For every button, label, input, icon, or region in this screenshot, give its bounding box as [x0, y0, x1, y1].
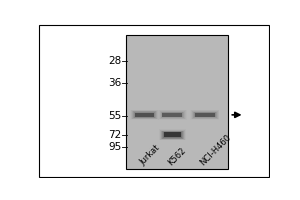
Bar	[194, 112, 216, 117]
Bar	[164, 132, 181, 137]
Bar	[161, 112, 183, 117]
Text: Jurkat: Jurkat	[138, 144, 162, 167]
Bar	[131, 110, 158, 119]
Text: 28: 28	[108, 56, 121, 66]
Bar	[132, 111, 157, 119]
Bar	[192, 111, 218, 119]
Bar	[164, 132, 181, 137]
Bar	[163, 113, 182, 117]
Bar	[195, 113, 215, 117]
Bar	[159, 129, 186, 140]
Bar	[160, 112, 184, 118]
Text: K562: K562	[166, 146, 188, 167]
Bar	[158, 110, 187, 120]
Bar	[160, 111, 185, 119]
Bar	[163, 132, 182, 138]
Bar	[191, 110, 218, 119]
Bar	[160, 130, 185, 140]
Bar	[190, 110, 219, 120]
Text: 36: 36	[108, 78, 121, 88]
Text: 95: 95	[108, 142, 121, 152]
Text: 55: 55	[108, 111, 121, 121]
Bar	[133, 111, 156, 118]
Bar	[159, 110, 186, 119]
Bar	[162, 131, 183, 139]
Bar	[135, 113, 154, 117]
Bar	[134, 112, 155, 118]
Bar	[193, 112, 217, 118]
Bar	[126, 35, 228, 169]
Bar	[161, 131, 184, 139]
Bar	[135, 113, 154, 117]
Text: 72: 72	[108, 130, 121, 140]
Text: NCI-H460: NCI-H460	[199, 133, 233, 167]
Bar	[195, 113, 215, 117]
Bar	[130, 110, 159, 120]
Bar	[163, 113, 182, 117]
